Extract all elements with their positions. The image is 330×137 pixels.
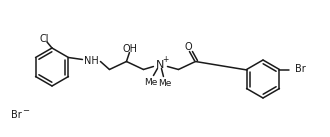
Text: +: + — [162, 55, 169, 64]
Text: Br: Br — [11, 110, 21, 120]
Text: NH: NH — [84, 55, 99, 65]
Text: Me: Me — [144, 78, 157, 87]
Text: OH: OH — [123, 44, 138, 54]
Text: Me: Me — [158, 79, 171, 88]
Text: −: − — [22, 106, 29, 115]
Text: O: O — [185, 42, 192, 52]
Text: Br: Br — [295, 65, 306, 75]
Text: N: N — [156, 59, 165, 69]
Text: Cl: Cl — [39, 34, 49, 44]
